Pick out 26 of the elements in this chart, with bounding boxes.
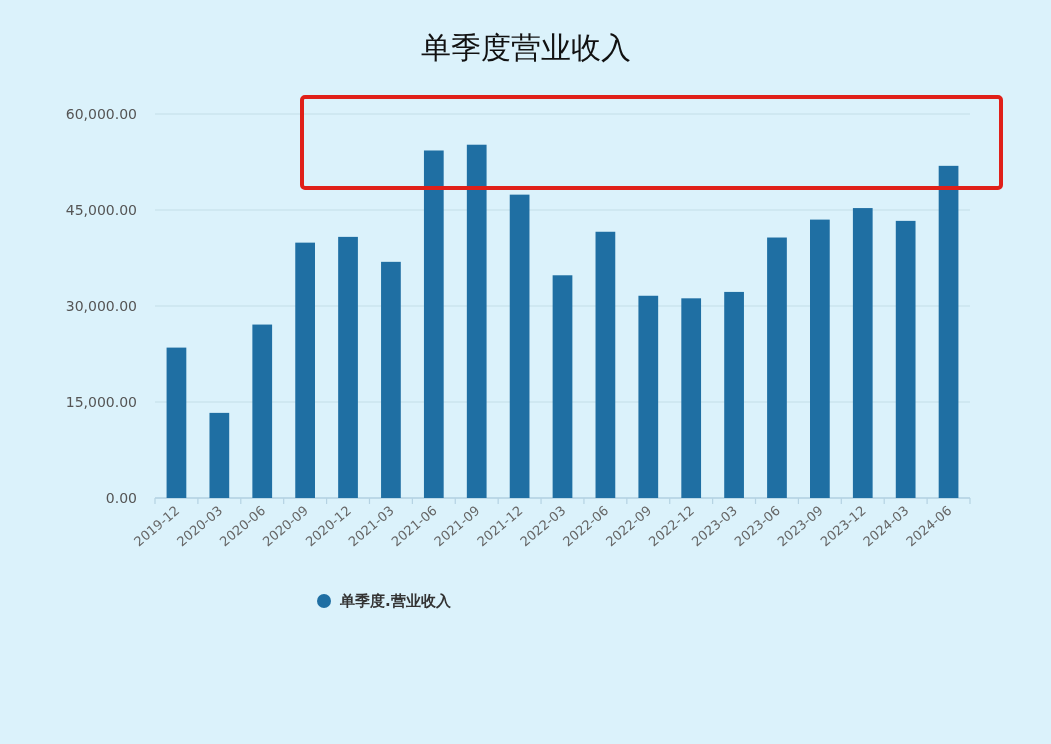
y-tick-label: 30,000.00: [65, 298, 137, 314]
bar: [895, 220, 916, 498]
bar: [724, 291, 744, 498]
bar: [852, 208, 873, 498]
bar: [209, 412, 230, 498]
y-tick-label: 45,000.00: [65, 202, 137, 218]
bar: [810, 219, 830, 498]
legend-label: 单季度.营业收入: [339, 592, 452, 610]
bar: [166, 347, 187, 498]
bar: [595, 231, 616, 498]
bar: [423, 150, 444, 498]
bar: [295, 242, 315, 498]
bar: [681, 298, 702, 498]
bar: [638, 295, 659, 498]
bar: [381, 261, 401, 498]
chart-title: 单季度营业收入: [420, 30, 631, 65]
bar: [938, 165, 959, 498]
y-tick-label: 60,000.00: [65, 106, 137, 122]
y-tick-label: 0.00: [105, 490, 137, 506]
bar: [767, 237, 787, 498]
y-tick-label: 15,000.00: [65, 394, 137, 410]
bar: [338, 236, 358, 498]
bar: [509, 194, 530, 498]
bar: [466, 144, 487, 498]
bar: [252, 324, 273, 498]
bar: [552, 275, 573, 498]
